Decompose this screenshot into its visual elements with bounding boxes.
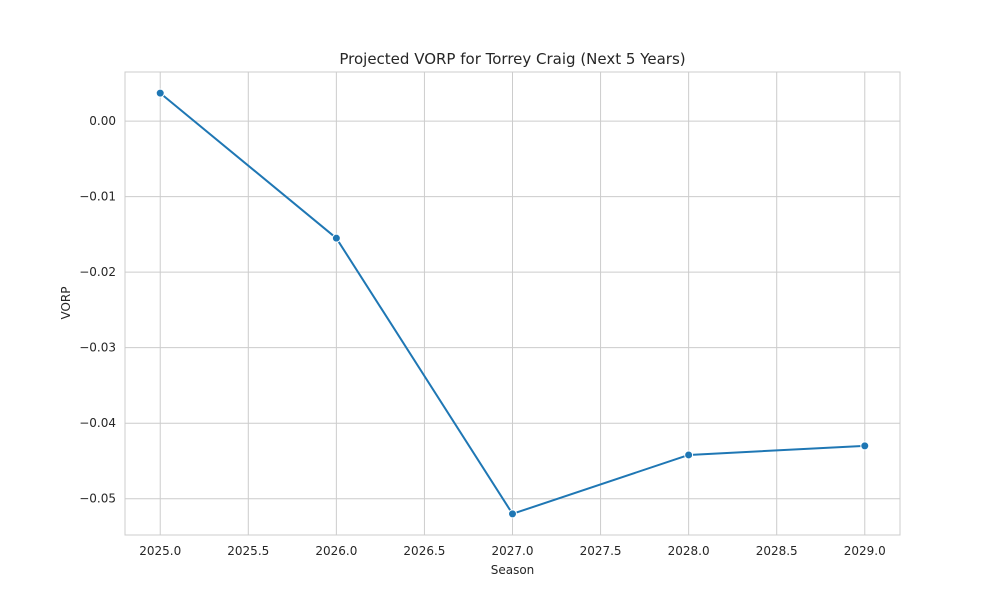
- x-tick-label: 2029.0: [844, 544, 886, 558]
- x-tick-label: 2028.5: [756, 544, 798, 558]
- x-tick-label: 2028.0: [668, 544, 710, 558]
- data-point: [331, 233, 341, 243]
- x-axis-label: Season: [491, 563, 535, 577]
- grid: [125, 72, 900, 535]
- x-tick-label: 2026.0: [315, 544, 357, 558]
- plot-frame: [124, 71, 901, 536]
- y-tick-label: 0.00: [89, 114, 116, 128]
- x-tick-label: 2027.0: [492, 544, 534, 558]
- data-point: [508, 509, 517, 519]
- data-point: [155, 88, 165, 98]
- y-tick-label: −0.03: [79, 341, 116, 355]
- x-tick-label: 2025.5: [227, 544, 269, 558]
- y-tick-label: −0.01: [79, 190, 116, 204]
- y-tick-label: −0.02: [79, 265, 116, 279]
- x-axis-ticks: 2025.0 2025.5 2026.0 2026.5 2027.0 2027.5 2028…: [139, 544, 886, 558]
- y-tick-label: −0.05: [79, 492, 116, 506]
- x-tick-label: 2025.0: [139, 544, 181, 558]
- y-tick-label: −0.04: [79, 416, 116, 430]
- data-point: [860, 441, 870, 451]
- x-tick-label: 2026.5: [403, 544, 445, 558]
- data-point: [684, 450, 694, 460]
- series-layer: [155, 88, 870, 519]
- y-axis-label: VORP: [59, 286, 73, 319]
- chart-title: Projected VORP for Torrey Craig (Next 5 …: [339, 50, 685, 68]
- x-tick-label: 2027.5: [580, 544, 622, 558]
- y-axis-ticks: 0.00 −0.01 −0.02 −0.03 −0.04 −0.05: [79, 114, 116, 506]
